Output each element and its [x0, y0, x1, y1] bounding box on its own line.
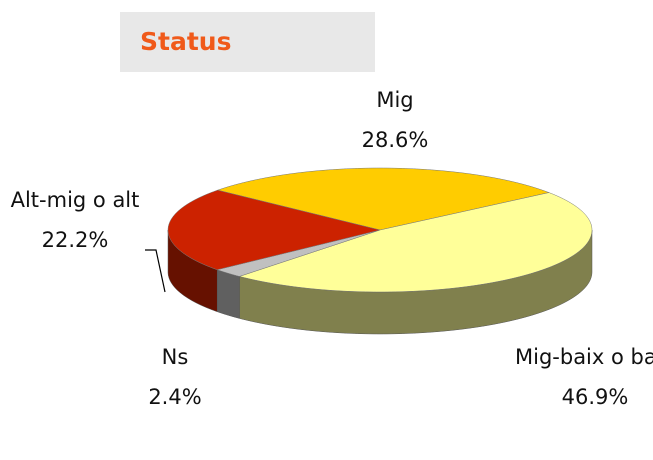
- category-label: Ns: [161, 345, 189, 369]
- slice: [216, 229, 381, 277]
- slice: [167, 189, 381, 270]
- leader-line: [145, 249, 166, 293]
- chart-title: Status: [120, 12, 375, 72]
- data-label: Mig-baix o baix 46.9%: [515, 337, 653, 417]
- value-label: 28.6%: [361, 128, 429, 152]
- slice-side: [216, 269, 240, 319]
- value-label: 46.9%: [561, 385, 629, 409]
- data-label: Alt-mig o alt 22.2%: [0, 180, 150, 260]
- slice: [216, 167, 550, 231]
- value-label: 2.4%: [148, 385, 202, 409]
- category-label: Mig: [376, 88, 414, 112]
- data-label: Ns 2.4%: [120, 337, 230, 417]
- category-label: Alt-mig o alt: [10, 188, 140, 212]
- data-label: Mig 28.6%: [320, 80, 470, 160]
- slice: [238, 192, 593, 293]
- category-label: Mig-baix o baix: [515, 345, 653, 369]
- value-label: 22.2%: [41, 228, 109, 252]
